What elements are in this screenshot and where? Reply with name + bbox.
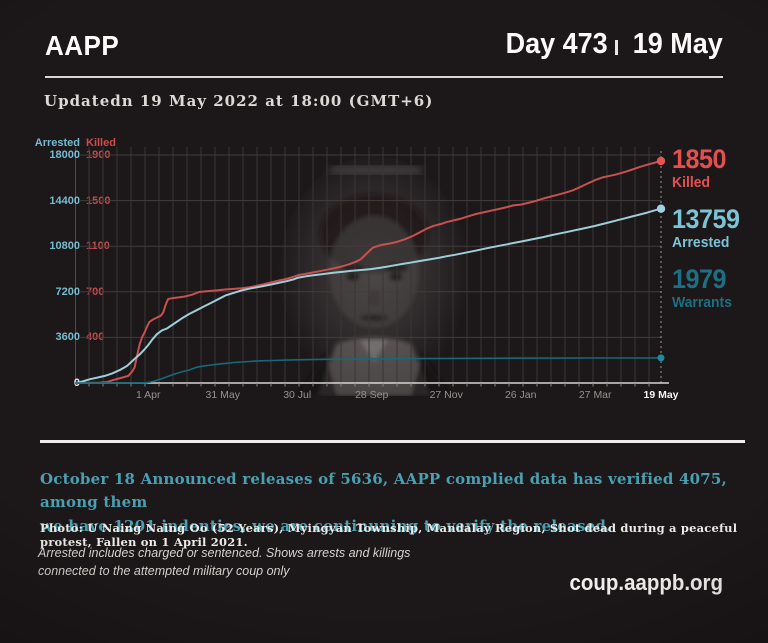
footer-divider <box>40 440 745 443</box>
endpoint-dot-warrants <box>657 354 665 362</box>
warrants-total-label: Warrants <box>672 294 732 311</box>
methodology-disclaimer: Arrested includes charged or sentenced. … <box>38 544 410 580</box>
x-tick-label-27-mar: 27 Mar <box>578 389 612 401</box>
endpoint-dot-arrested <box>656 204 666 213</box>
x-tick-label-19-may: 19 May <box>643 389 679 401</box>
killed-callout: 1850 Killed <box>672 144 745 191</box>
photo-credit: Photo: U Naing Naing Oo (52 Years), Myin… <box>40 521 738 549</box>
day-counter: Day 473 19 May <box>498 28 723 61</box>
disclaimer-line-1: Arrested includes charged or sentenced. … <box>38 546 411 560</box>
chart-callouts: 1850 Killed 13759 Arrested 1979 Warrants <box>672 146 745 326</box>
arrested-tick-label: 7200 <box>55 285 80 298</box>
arrested-tick-label: 14400 <box>49 194 80 207</box>
release-note-line-2: we have 1201 indenties, we are continuni… <box>40 516 612 535</box>
arrested-callout: 13759 Arrested <box>672 204 745 251</box>
website-url: coup.aappb.org <box>558 570 723 596</box>
website-url-text: coup.aappb.org <box>569 570 723 595</box>
series-line-killed <box>75 160 662 384</box>
x-tick-label-26-jan: 26 Jan <box>504 389 537 401</box>
killed-total-label: Killed <box>672 174 710 191</box>
x-tick-label-1-apr: 1 Apr <box>135 389 161 401</box>
separator-bar <box>615 40 619 55</box>
arrested-tick-label: 18000 <box>49 149 80 161</box>
series-line-arrested <box>75 207 662 384</box>
arrested-tick-label-zero: 0 <box>73 377 80 389</box>
killed-axis-title: Killed <box>86 137 116 149</box>
header-date: 19 May <box>633 28 723 60</box>
x-tick-label-28-sep: 28 Sep <box>355 389 389 401</box>
warrants-callout: 1979 Warrants <box>672 264 745 311</box>
updated-timestamp: Updatedn 19 May 2022 at 18:00 (GMT+6) <box>44 92 434 110</box>
series-line-warrants <box>75 357 662 384</box>
app-logo: AAPP <box>45 30 125 62</box>
endpoint-dot-killed <box>656 156 666 166</box>
header-divider <box>45 76 723 78</box>
day-counter-label: Day 473 <box>505 28 608 60</box>
release-verification-note: October 18 Announced releases of 5636, A… <box>40 468 752 538</box>
line-chart-plot <box>75 147 669 387</box>
x-tick-label-27-nov: 27 Nov <box>429 389 463 401</box>
x-tick-label-30-jul: 30 Jul <box>283 389 312 401</box>
arrested-total-label: Arrested <box>672 234 730 251</box>
arrested-total: 13759 <box>672 204 740 234</box>
arrested-tick-label: 3600 <box>55 331 80 344</box>
warrants-total: 1979 <box>672 264 727 294</box>
x-tick-label-31-may: 31 May <box>205 389 240 401</box>
arrested-tick-label: 10800 <box>49 240 80 253</box>
arrested-axis-title: Arrested <box>34 137 80 149</box>
killed-total: 1850 <box>672 144 727 174</box>
release-note-line-1: October 18 Announced releases of 5636, A… <box>40 470 727 512</box>
app-logo-text: AAPP <box>45 30 120 61</box>
disclaimer-line-2: connected to the attempted military coup… <box>38 564 290 579</box>
